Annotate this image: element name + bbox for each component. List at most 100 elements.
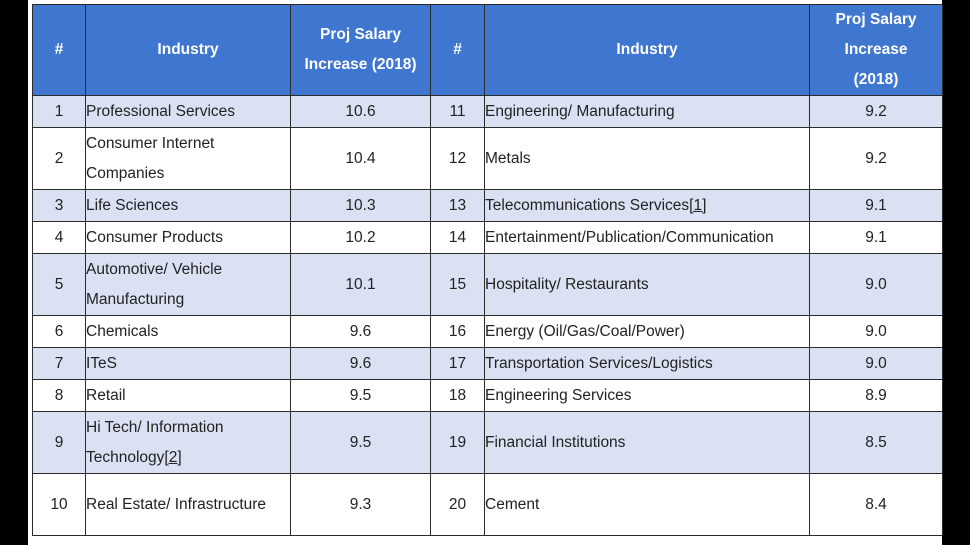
row-number: 1 <box>54 102 64 120</box>
row-number: 16 <box>448 322 467 340</box>
salary-increase-value-cell: 10.1 <box>290 253 431 316</box>
header-value-right: Proj Salary Increase (2018) <box>809 4 943 96</box>
row-number: 12 <box>448 149 467 167</box>
salary-increase-value: 9.1 <box>865 196 887 214</box>
salary-increase-value: 10.4 <box>345 149 376 167</box>
row-number-cell: 15 <box>430 253 485 316</box>
row-number: 15 <box>448 275 467 293</box>
row-number-cell: 6 <box>32 315 86 348</box>
salary-increase-value-cell: 9.1 <box>809 189 943 222</box>
salary-increase-value-cell: 9.6 <box>290 347 431 380</box>
salary-increase-value: 8.9 <box>865 386 887 404</box>
industry-name-cell: Hospitality/ Restaurants <box>484 253 810 316</box>
salary-increase-value-cell: 8.5 <box>809 411 943 474</box>
industry-name-cell: Automotive/ Vehicle Manufacturing <box>85 253 291 316</box>
industry-name: Telecommunications Services <box>485 196 690 214</box>
row-number: 5 <box>54 275 64 293</box>
header-industry-right: Industry <box>484 4 810 96</box>
salary-increase-value-cell: 9.0 <box>809 347 943 380</box>
row-number-cell: 11 <box>430 95 485 128</box>
row-number-cell: 8 <box>32 379 86 412</box>
row-number-cell: 18 <box>430 379 485 412</box>
row-number-cell: 16 <box>430 315 485 348</box>
industry-name-cell: Energy (Oil/Gas/Coal/Power) <box>484 315 810 348</box>
industry-name: Engineering Services <box>485 386 632 404</box>
salary-increase-value-cell: 10.4 <box>290 127 431 190</box>
row-number: 10 <box>50 495 68 513</box>
industry-name-cell: Telecommunications Services[1] <box>484 189 810 222</box>
row-number: 14 <box>448 228 467 246</box>
industry-name: Energy (Oil/Gas/Coal/Power) <box>485 322 685 340</box>
industry-name-cell: Cement <box>484 473 810 536</box>
table-row: 9 Hi Tech/ Information Technology[2] 9.5 19… <box>32 411 943 474</box>
salary-increase-table: # Industry Proj Salary Increase (2018) #… <box>32 4 943 536</box>
row-number: 4 <box>54 228 64 246</box>
row-number-cell: 9 <box>32 411 86 474</box>
industry-name: Professional Services <box>86 102 236 120</box>
row-number: 7 <box>54 354 64 372</box>
row-number-cell: 14 <box>430 221 485 254</box>
salary-increase-value: 9.3 <box>349 495 372 513</box>
row-number-cell: 13 <box>430 189 485 222</box>
row-number: 11 <box>449 102 466 120</box>
industry-name-cell: Hi Tech/ Information Technology[2] <box>85 411 291 474</box>
footnote-reference-link[interactable]: [1] <box>689 196 707 214</box>
salary-increase-value-cell: 9.5 <box>290 379 431 412</box>
salary-increase-value-cell: 9.0 <box>809 315 943 348</box>
row-number: 8 <box>54 386 64 404</box>
table-row: 1 Professional Services 10.6 11 Engineering/… <box>32 95 943 128</box>
row-number-cell: 1 <box>32 95 86 128</box>
industry-name: Life Sciences <box>86 196 179 214</box>
salary-increase-value-cell: 9.6 <box>290 315 431 348</box>
salary-increase-value: 9.2 <box>865 149 887 167</box>
industry-name: Cement <box>485 495 540 513</box>
row-number: 17 <box>448 354 467 372</box>
industry-name-cell: Consumer Internet Companies <box>85 127 291 190</box>
industry-name-cell: Real Estate/ Infrastructure <box>85 473 291 536</box>
industry-name-cell: Entertainment/Publication/Communication <box>484 221 810 254</box>
row-number-cell: 7 <box>32 347 86 380</box>
industry-name-cell: Life Sciences <box>85 189 291 222</box>
industry-name-cell: Transportation Services/Logistics <box>484 347 810 380</box>
industry-name: Consumer Products <box>86 228 223 246</box>
industry-name: Financial Institutions <box>485 433 626 451</box>
row-number: 18 <box>448 386 467 404</box>
table-row: 6 Chemicals 9.6 16 Energy (Oil/Gas/Coal/Powe… <box>32 315 943 348</box>
industry-name: Metals <box>485 149 531 167</box>
header-num-right: # <box>430 4 485 96</box>
row-number: 9 <box>54 433 64 451</box>
industry-name: Chemicals <box>86 322 159 340</box>
salary-increase-value: 8.4 <box>865 495 887 513</box>
header-num-left: # <box>32 4 86 96</box>
salary-increase-value: 10.1 <box>345 275 376 293</box>
industry-name-cell: Chemicals <box>85 315 291 348</box>
salary-increase-value-cell: 9.1 <box>809 221 943 254</box>
salary-increase-value-cell: 9.3 <box>290 473 431 536</box>
table-row: 2 Consumer Internet Companies 10.4 12 Metals… <box>32 127 943 190</box>
table-row: 5 Automotive/ Vehicle Manufacturing 10.1 15… <box>32 253 943 316</box>
row-number-cell: 10 <box>32 473 86 536</box>
salary-increase-value-cell: 8.9 <box>809 379 943 412</box>
salary-increase-value: 9.5 <box>349 433 372 451</box>
salary-increase-value: 9.6 <box>349 322 372 340</box>
industry-name-cell: Metals <box>484 127 810 190</box>
footnote-reference-link[interactable]: [2] <box>164 448 182 466</box>
industry-name: Entertainment/Publication/Communication <box>485 228 774 246</box>
table-row: 7 ITeS 9.6 17 Transportation Services/Logist… <box>32 347 943 380</box>
industry-name: Hi Tech/ Information Technology <box>86 418 224 466</box>
salary-increase-value: 9.1 <box>865 228 887 246</box>
row-number: 19 <box>448 433 467 451</box>
table-row: 4 Consumer Products 10.2 14 Entertainment/Pu… <box>32 221 943 254</box>
header-row: # Industry Proj Salary Increase (2018) #… <box>32 4 943 96</box>
salary-increase-value-cell: 10.3 <box>290 189 431 222</box>
header-value-left: Proj Salary Increase (2018) <box>290 4 431 96</box>
salary-increase-value: 9.0 <box>865 354 887 372</box>
row-number-cell: 4 <box>32 221 86 254</box>
salary-increase-value: 9.5 <box>349 386 372 404</box>
industry-name: Real Estate/ Infrastructure <box>86 495 267 513</box>
row-number: 13 <box>448 196 467 214</box>
salary-increase-value: 10.3 <box>345 196 376 214</box>
salary-increase-value: 10.6 <box>345 102 376 120</box>
table-row: 3 Life Sciences 10.3 13 Telecommunications S… <box>32 189 943 222</box>
row-number: 3 <box>54 196 64 214</box>
